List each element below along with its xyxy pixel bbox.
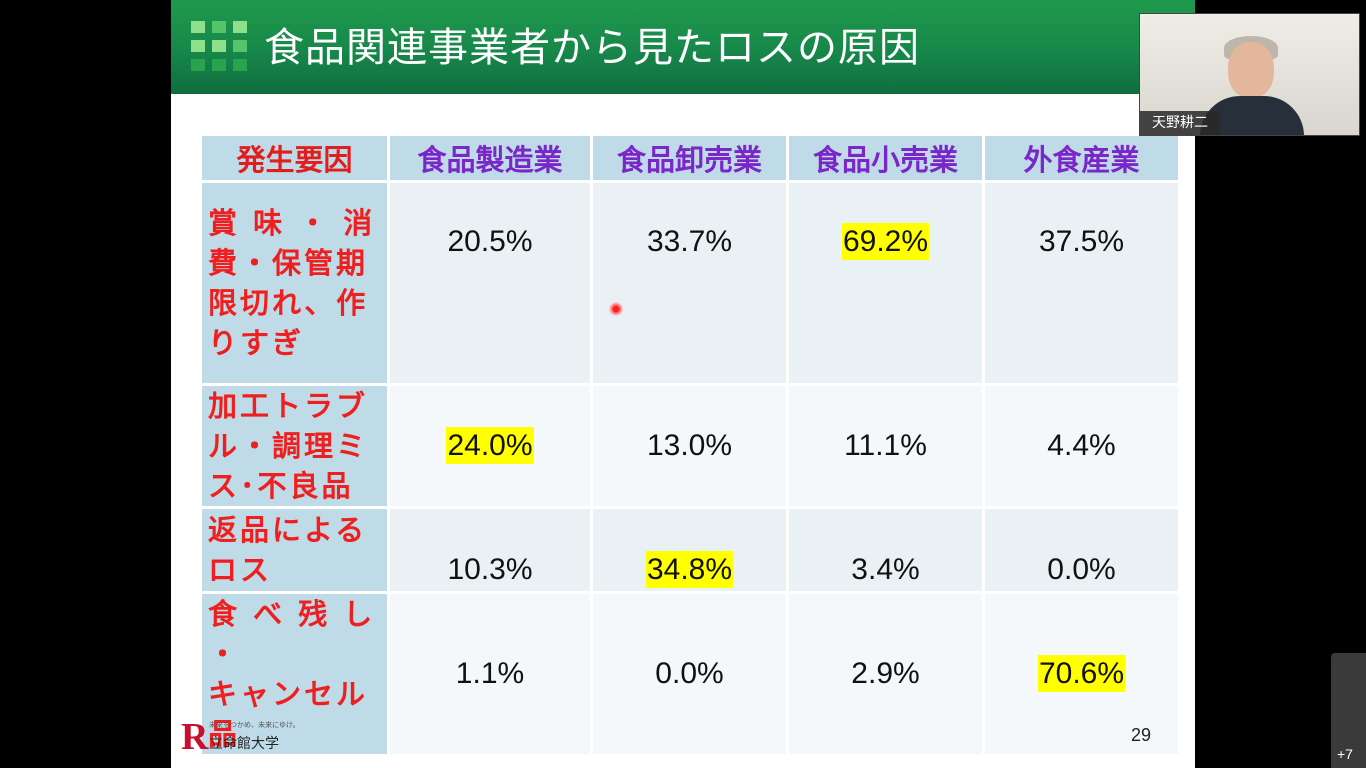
cause-label: 賞 味 ・ 消 費・保管期 限切れ、作 りすぎ <box>202 183 387 383</box>
cause-label: 返品による ロス <box>202 509 387 591</box>
logo-letter: R <box>181 716 209 758</box>
grid-logo-icon <box>191 21 247 77</box>
cause-label: 食 べ 残 し ・ キャンセル 品 <box>202 594 387 754</box>
page-number: 29 <box>1131 725 1152 745</box>
highlighted-value: 69.2% <box>841 223 930 260</box>
more-participants-count[interactable]: +7 <box>1337 746 1353 762</box>
value-cell: 4.4% <box>985 386 1178 506</box>
logo-tagline: 未来をつかめ、未来にゆけ。 <box>209 721 300 729</box>
cause-label: 加工トラブ ル・調理ミ ス･不良品 <box>202 386 387 506</box>
value-cell: 0.0% <box>593 594 786 754</box>
value-cell: 0.0% <box>985 509 1178 591</box>
table-row: 返品による ロス 10.3% 34.8% 3.4% 0.0% <box>202 509 1178 591</box>
table-row: 加工トラブ ル・調理ミ ス･不良品 24.0% 13.0% 11.1% 4.4% <box>202 386 1178 506</box>
value-cell: 20.5% <box>390 183 590 383</box>
table-row: 賞 味 ・ 消 費・保管期 限切れ、作 りすぎ 20.5% 33.7% 69.2… <box>202 183 1178 383</box>
value-cell: 13.0% <box>593 386 786 506</box>
title-bar: 食品関連事業者から見たロスの原因 <box>171 0 1195 94</box>
table-row: 食 べ 残 し ・ キャンセル 品 1.1% 0.0% 2.9% 70.6% <box>202 594 1178 754</box>
header-cause: 発生要因 <box>202 136 387 180</box>
value-cell: 37.5% <box>985 183 1178 383</box>
header-foodservice: 外食産業 <box>985 136 1178 180</box>
header-wholesale: 食品卸売業 <box>593 136 786 180</box>
value-cell: 24.0% <box>390 386 590 506</box>
highlighted-value: 70.6% <box>1037 655 1126 692</box>
presentation-slide: 食品関連事業者から見たロスの原因 発生要因 食品製造業 食品卸売業 食品小売業 … <box>171 0 1195 768</box>
slide-title: 食品関連事業者から見たロスの原因 <box>264 25 920 71</box>
value-cell: 1.1% <box>390 594 590 754</box>
participant-name: 天野耕二 <box>1140 111 1220 135</box>
header-retail: 食品小売業 <box>789 136 982 180</box>
logo-name: 立命館大学 <box>209 736 279 752</box>
participant-video-tile[interactable]: 天野耕二 <box>1139 13 1360 136</box>
more-participants-button[interactable] <box>1331 653 1366 768</box>
value-cell: 3.4% <box>789 509 982 591</box>
table-header-row: 発生要因 食品製造業 食品卸売業 食品小売業 外食産業 <box>202 136 1178 180</box>
university-logo: R 未来をつかめ、未来にゆけ。 立命館大学 <box>179 716 300 761</box>
value-cell: 34.8% <box>593 509 786 591</box>
value-cell: 2.9% <box>789 594 982 754</box>
value-cell: 69.2% <box>789 183 982 383</box>
loss-cause-table: 発生要因 食品製造業 食品卸売業 食品小売業 外食産業 賞 味 ・ 消 費・保管… <box>199 133 1181 757</box>
value-cell: 11.1% <box>789 386 982 506</box>
value-cell: 10.3% <box>390 509 590 591</box>
highlighted-value: 24.0% <box>446 427 534 464</box>
person-head <box>1228 42 1274 98</box>
laser-pointer-icon <box>609 302 623 316</box>
header-manufacturing: 食品製造業 <box>390 136 590 180</box>
value-cell: 70.6% <box>985 594 1178 754</box>
highlighted-value: 34.8% <box>645 551 734 588</box>
value-cell: 33.7% <box>593 183 786 383</box>
